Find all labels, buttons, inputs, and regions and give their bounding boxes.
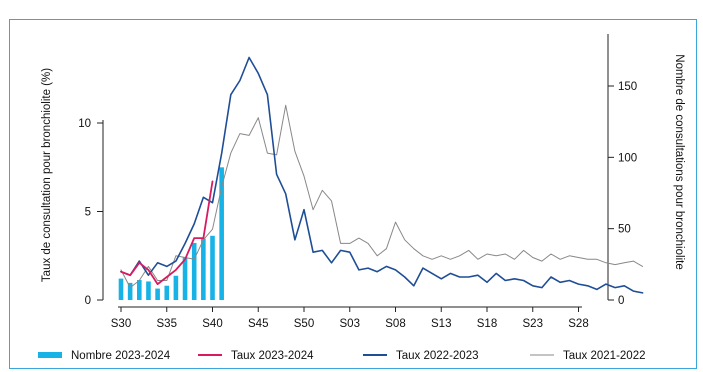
- bar-nombre-2023-2024: [182, 257, 188, 300]
- line-taux-2022-2023: [120, 56, 644, 294]
- x-tick-label: S08: [385, 318, 405, 330]
- right-tick-label: 100: [618, 152, 637, 164]
- x-tick-label: S23: [523, 318, 543, 330]
- right-axis-label: Nombre de consultations pour bronchiolit…: [673, 54, 685, 269]
- bar-nombre-2023-2024: [191, 242, 197, 300]
- x-tick-label: S13: [431, 318, 451, 330]
- right-tick-label: 50: [618, 224, 631, 236]
- x-tick-label: S40: [202, 318, 222, 330]
- x-tick-label: S30: [111, 318, 131, 330]
- left-tick-label: 10: [78, 118, 91, 130]
- bar-nombre-2023-2024: [155, 288, 160, 300]
- chart-frame: [9, 19, 697, 369]
- left-tick-label: 0: [85, 295, 91, 307]
- right-tick-label: 0: [618, 295, 624, 307]
- x-tick-label: S45: [248, 318, 268, 330]
- x-tick-label: S18: [477, 318, 497, 330]
- x-tick-label: S35: [157, 318, 177, 330]
- line-taux-2023-2024: [120, 180, 214, 286]
- bar-nombre-2023-2024: [137, 280, 142, 300]
- left-tick-label: 5: [85, 207, 91, 219]
- legend-label-taux-2023-2024: Taux 2023-2024: [231, 350, 314, 362]
- bar-nombre-2023-2024: [127, 282, 133, 300]
- x-tick-label: S28: [568, 318, 588, 330]
- x-tick-label: S50: [294, 318, 314, 330]
- bar-nombre-2023-2024: [146, 281, 151, 300]
- left-axis-label: Taux de consultation pour bronchiolite (…: [41, 68, 53, 282]
- line-taux-2021-2022: [120, 104, 644, 289]
- bar-nombre-2023-2024: [201, 238, 206, 300]
- x-tick-label: S03: [340, 318, 360, 330]
- bar-nombre-2023-2024: [173, 275, 179, 300]
- bar-nombre-2023-2024: [118, 278, 124, 300]
- legend-label-taux-2022-2023: Taux 2022-2023: [396, 350, 478, 362]
- bar-nombre-2023-2024: [219, 167, 224, 300]
- legend-swatch-nombre-2023-2024: [38, 352, 62, 358]
- bar-nombre-2023-2024: [210, 235, 215, 300]
- right-tick-label: 150: [618, 81, 637, 93]
- legend-label-nombre-2023-2024: Nombre 2023-2024: [71, 350, 171, 362]
- bar-nombre-2023-2024: [164, 285, 170, 300]
- legend-label-taux-2021-2022: Taux 2021-2022: [563, 350, 645, 362]
